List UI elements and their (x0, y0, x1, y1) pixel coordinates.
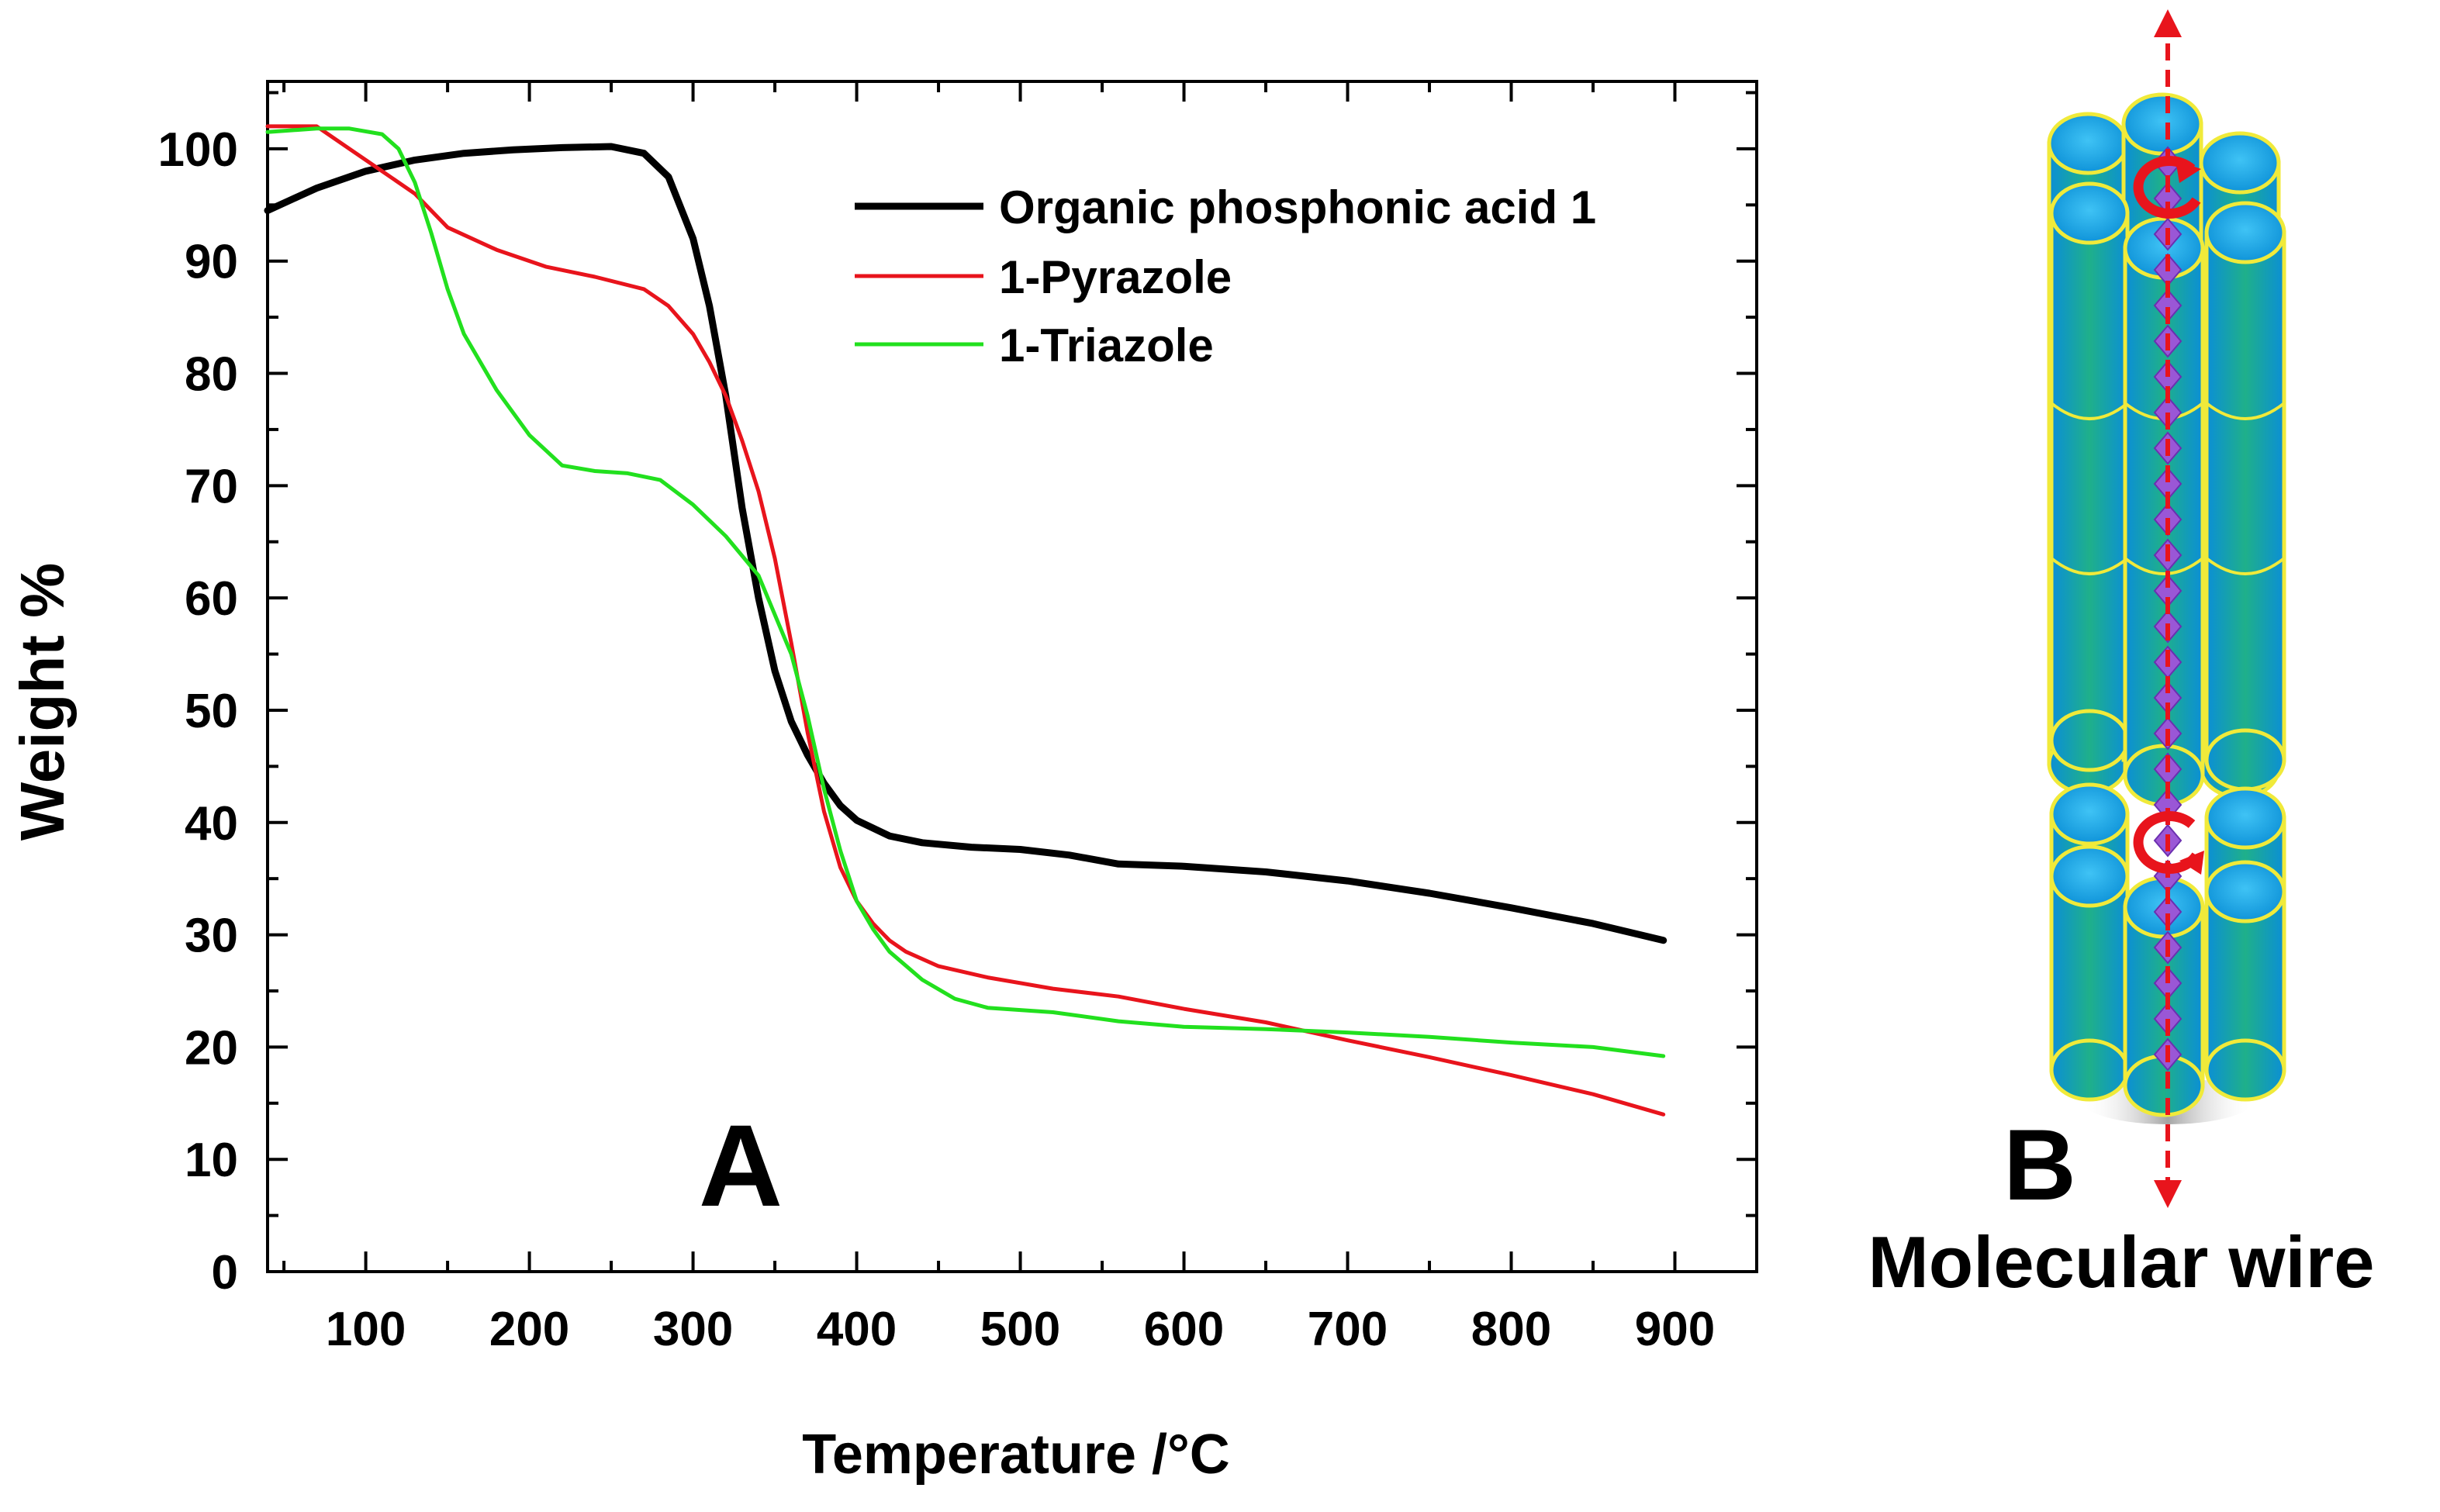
x-tick-label: 300 (653, 1303, 733, 1356)
cylinder (2204, 201, 2286, 792)
cylinder (2049, 844, 2130, 1102)
series-line-organic-phosphonic-acid (264, 143, 1668, 944)
legend: Organic phosphonic acid 1 1-Pyrazole 1-T… (855, 181, 1596, 371)
panel-label-a: A (699, 1100, 783, 1231)
cylinder (2049, 181, 2130, 772)
legend-label-pyrazole: 1-Pyrazole (999, 251, 1232, 303)
y-tick-label: 50 (185, 685, 238, 738)
y-axis-label: Weight % (8, 563, 77, 841)
plot-frame (266, 80, 1758, 1273)
x-tick-label: 900 (1635, 1303, 1715, 1356)
x-tick-label: 600 (1144, 1303, 1224, 1356)
x-axis-label: Temperature /°C (802, 1424, 1230, 1486)
molecular-wire-diagram: B Molecular wire (1868, 9, 2375, 1303)
y-tick-label: 100 (158, 123, 238, 177)
y-tick-label: 80 (185, 348, 238, 402)
x-tick-label: 700 (1308, 1303, 1388, 1356)
x-tick-label: 800 (1471, 1303, 1551, 1356)
y-tick-label: 90 (185, 236, 238, 289)
series-line-triazole (265, 126, 1666, 1058)
rotation-arrow-upper (2133, 155, 2201, 219)
panel-label-b: B (2003, 1108, 2076, 1221)
y-tick-label: 0 (212, 1246, 238, 1300)
y-axis-ticks: 0 10 20 30 40 50 60 70 80 90 100 (158, 91, 1757, 1300)
lower-bundle (2049, 782, 2286, 1117)
y-tick-label: 30 (185, 910, 238, 963)
x-axis-ticks: 100 200 300 400 500 600 700 800 900 (282, 81, 1758, 1356)
rotation-arrow-lower (2133, 810, 2204, 875)
tga-chart: 100 200 300 400 500 600 700 800 900 0 10 20 30 40 50 6… (8, 80, 1758, 1486)
legend-label-organic-phosphonic-acid: Organic phosphonic acid 1 (999, 181, 1596, 233)
y-tick-label: 60 (185, 572, 238, 626)
cylinder (2204, 860, 2286, 1102)
y-tick-label: 70 (185, 460, 238, 513)
y-tick-label: 40 (185, 797, 238, 851)
y-tick-label: 20 (185, 1021, 238, 1075)
series-lines (264, 124, 1668, 1117)
x-tick-label: 500 (980, 1303, 1060, 1356)
legend-label-triazole: 1-Triazole (999, 319, 1214, 371)
x-tick-label: 200 (489, 1303, 569, 1356)
x-tick-label: 100 (326, 1303, 406, 1356)
x-tick-label: 400 (817, 1303, 897, 1356)
y-tick-label: 10 (185, 1134, 238, 1187)
panel-b-caption: Molecular wire (1868, 1221, 2375, 1303)
